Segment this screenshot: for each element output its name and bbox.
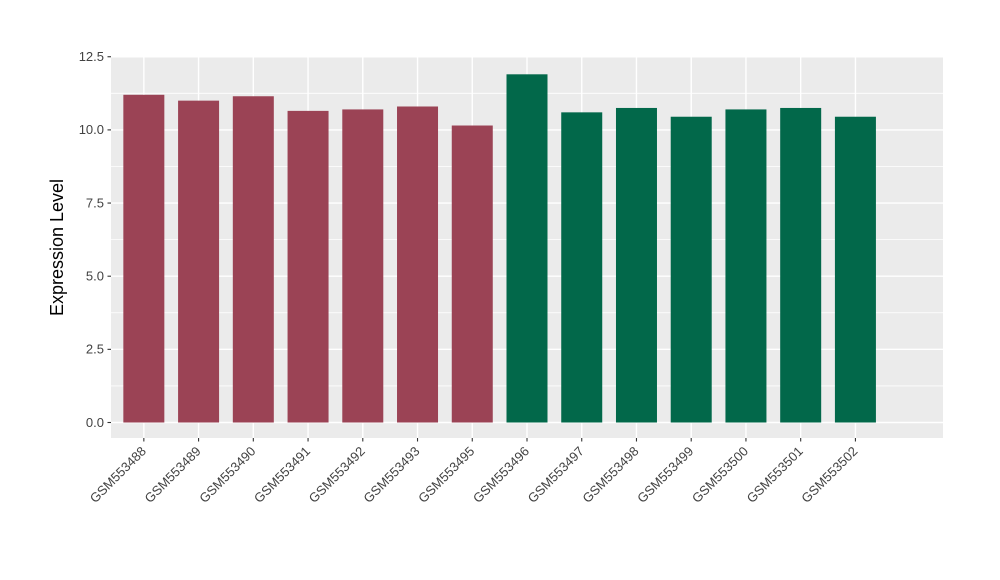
x-tick-label: GSM553495 [415, 444, 477, 506]
x-tick-label: GSM553492 [306, 444, 368, 506]
y-tick-label: 2.5 [86, 342, 104, 357]
x-tick-label: GSM553496 [470, 444, 532, 506]
x-tick-label: GSM553491 [251, 444, 313, 506]
x-tick-label: GSM553498 [579, 444, 641, 506]
bar [725, 109, 767, 423]
bar [780, 107, 822, 423]
y-tick-label: 0.0 [86, 415, 104, 430]
x-tick-label: GSM553501 [744, 444, 806, 506]
x-tick-label: GSM553488 [87, 444, 149, 506]
bar [670, 116, 712, 423]
bar [342, 109, 384, 423]
bar [123, 94, 165, 423]
x-tick-label: GSM553493 [360, 444, 422, 506]
y-tick-label: 12.5 [79, 49, 104, 64]
y-tick-label: 7.5 [86, 195, 104, 210]
bar [561, 112, 603, 423]
y-tick-label: 10.0 [79, 122, 104, 137]
bar [397, 106, 439, 423]
bar [506, 74, 548, 423]
bar [615, 107, 657, 423]
bar [451, 125, 493, 423]
bar [834, 116, 876, 423]
y-tick-label: 5.0 [86, 268, 104, 283]
x-tick-label: GSM553499 [634, 444, 696, 506]
x-tick-label: GSM553489 [141, 444, 203, 506]
x-tick-label: GSM553500 [689, 444, 751, 506]
y-axis-label: Expression Level [47, 179, 67, 316]
bar [232, 96, 274, 423]
x-tick-label: GSM553497 [525, 444, 587, 506]
x-tick-label: GSM553502 [798, 444, 860, 506]
bar [178, 100, 220, 423]
bar [287, 110, 329, 423]
x-tick-label: GSM553490 [196, 444, 258, 506]
